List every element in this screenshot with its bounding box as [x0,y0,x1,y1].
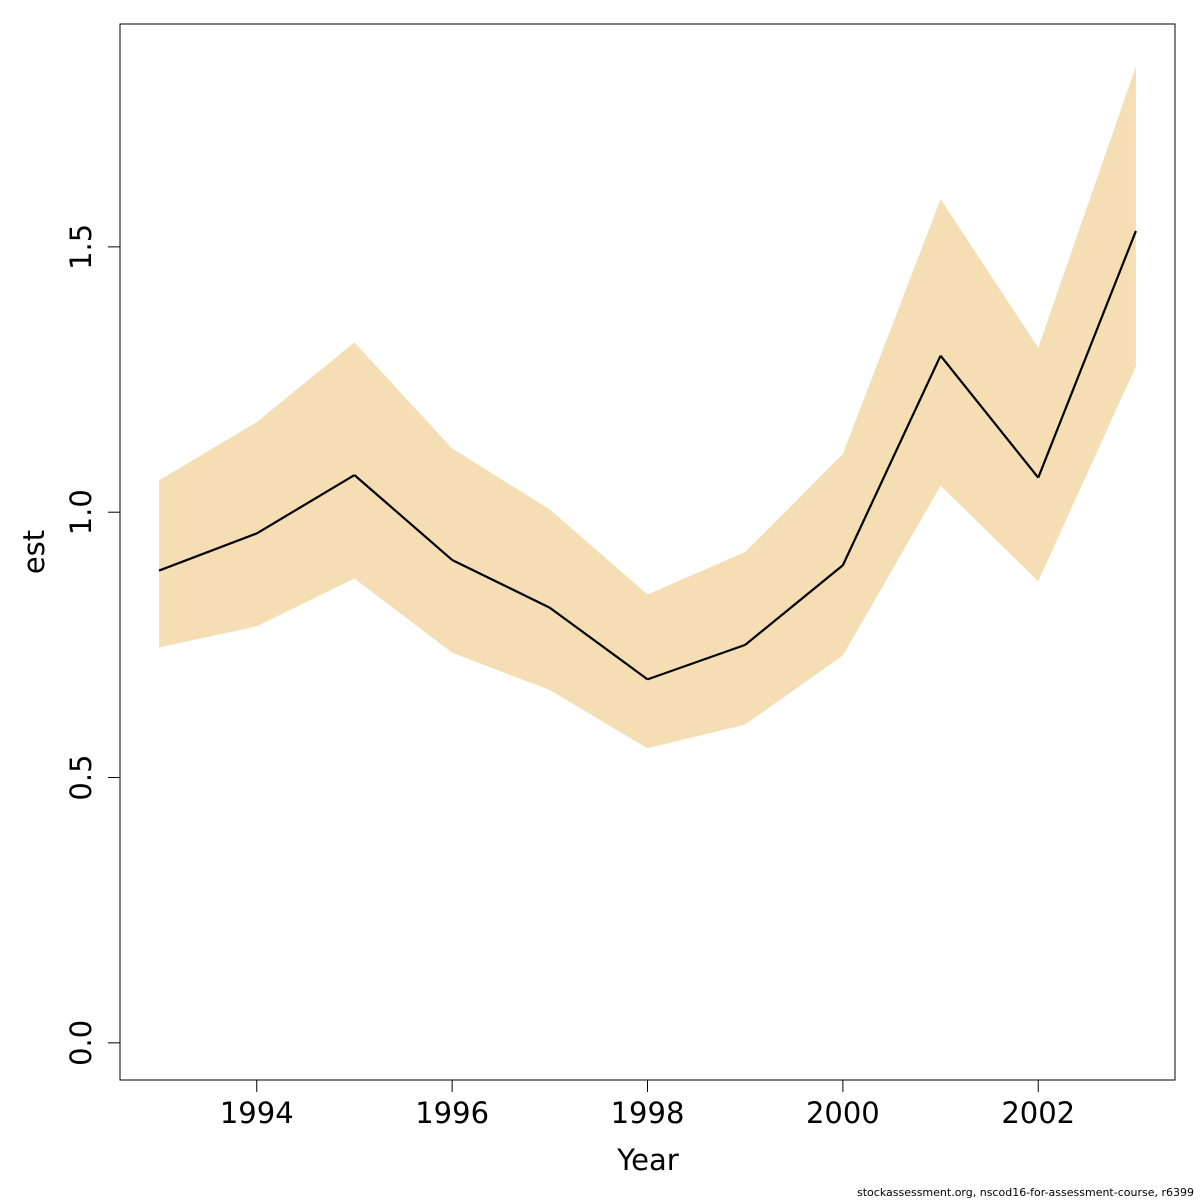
estimate-line-segment-6 [647,643,746,681]
estimate-line-segment-9 [939,354,1040,479]
x-tick-label-2002: 2002 [1001,1096,1075,1130]
confidence-band-layer [159,66,1136,749]
footer-text: stockassessment.org, nscod16-for-assessm… [857,1186,1194,1199]
y-tick-label-1.5: 1.5 [64,224,98,270]
confidence-band-0 [159,66,1136,749]
y-tick-label-1.0: 1.0 [64,489,98,535]
estimate-line-segment-3 [353,474,453,561]
y-tick-label-0.5: 0.5 [64,754,98,800]
x-tick-label-2000: 2000 [806,1096,880,1130]
estimate-line-segment-8 [841,355,942,566]
estimate-line-segment-5 [549,606,649,681]
y-tick-label-0.0: 0.0 [64,1020,98,1066]
estimate-line-segment-10 [1037,230,1137,479]
y-axis-title: est [17,530,51,574]
estimate-line-segment-1 [158,532,258,572]
y-axis: 0.0 0.5 1.0 1.5 [64,224,120,1066]
x-tick-label-1998: 1998 [611,1096,685,1130]
estimate-line-segment-7 [744,564,844,646]
estimate-line-segment-4 [451,558,551,609]
x-axis: 1994 1996 1998 2000 2002 [220,1080,1075,1130]
x-axis-title: Year [616,1143,678,1177]
x-tick-label-1996: 1996 [415,1096,489,1130]
estimate-line-layer [158,230,1137,681]
estimate-line-segment-2 [256,474,356,535]
x-tick-label-1994: 1994 [220,1096,294,1130]
